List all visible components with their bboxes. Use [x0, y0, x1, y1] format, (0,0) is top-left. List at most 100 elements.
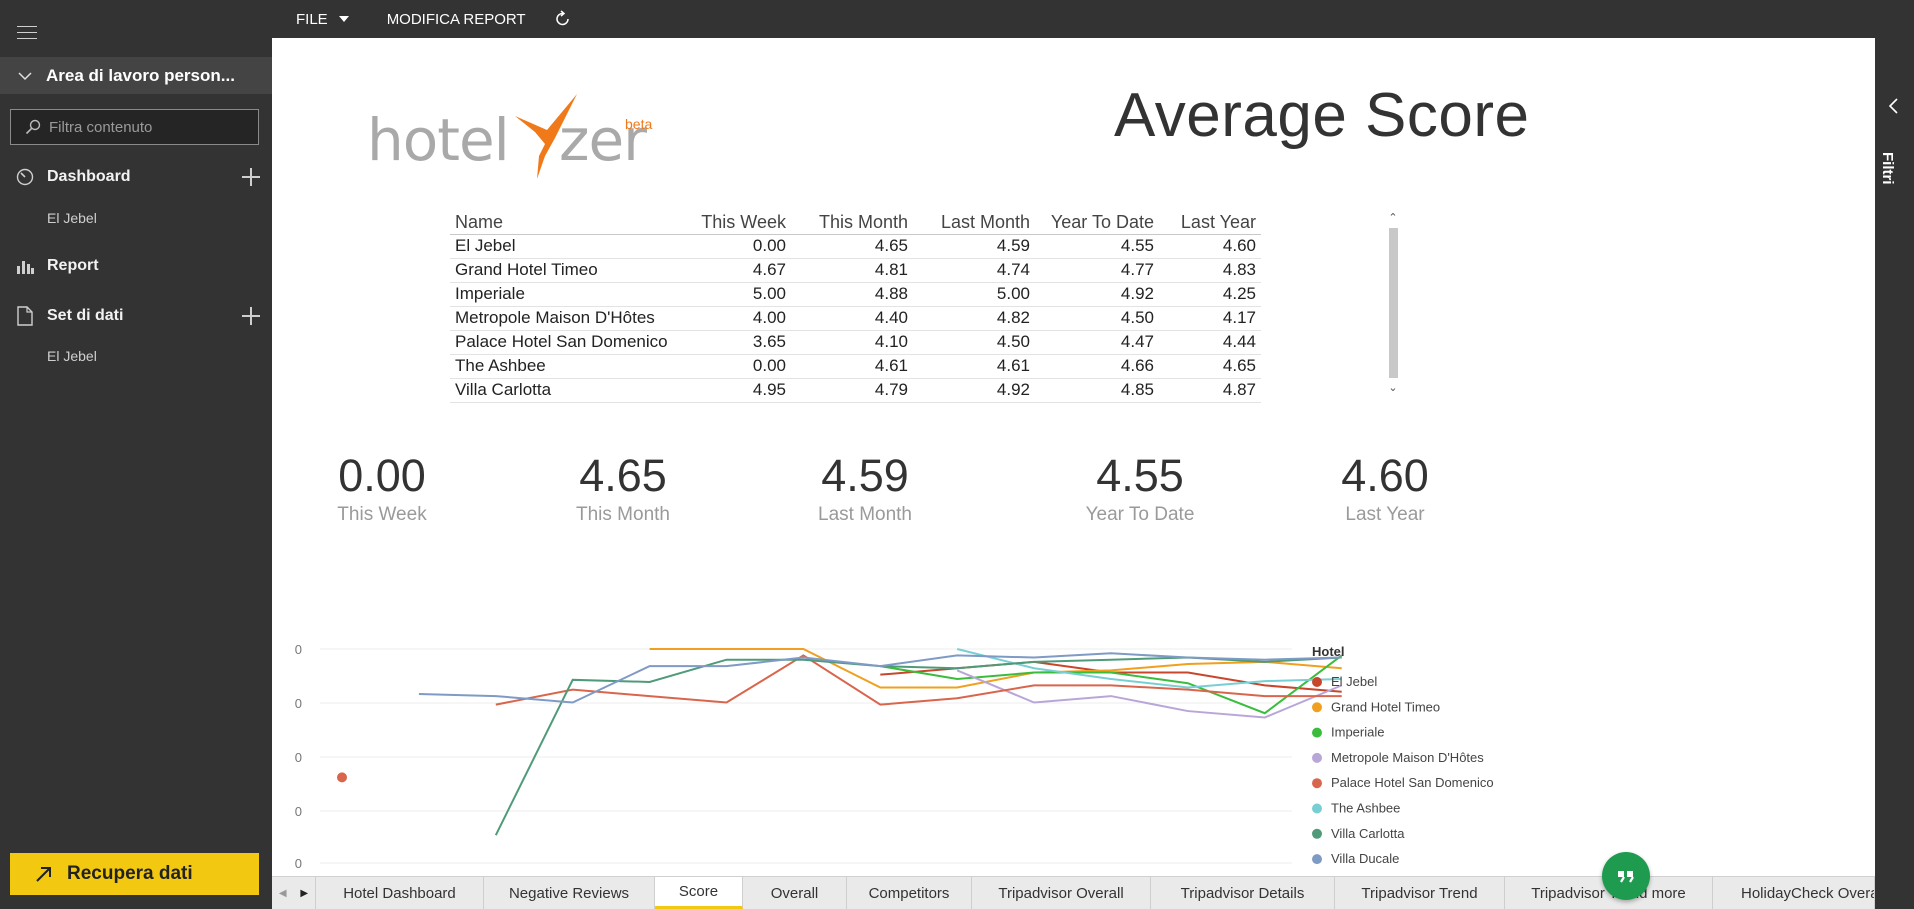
series-line-grand-hotel-timeo [649, 648, 1342, 689]
score-table: Name This Week This Month Last Month Yea… [450, 210, 1261, 403]
cell: 4.83 [1159, 258, 1261, 283]
series-line-villa-carlotta [494, 656, 1342, 836]
cell: 4.44 [1159, 330, 1261, 355]
legend-marker [1312, 854, 1322, 865]
chat-button[interactable] [1602, 852, 1650, 900]
table-row[interactable]: Metropole Maison D'Hôtes 4.00 4.40 4.82 4.50… [450, 306, 1261, 331]
table-row[interactable]: Imperiale 5.00 4.88 5.00 4.92 4.25 [450, 282, 1261, 307]
cell: 4.00 [685, 306, 791, 331]
logo-beta: beta [625, 116, 653, 132]
tab-score[interactable]: Score [655, 877, 743, 909]
toolbar: FILE MODIFICA REPORT [272, 0, 1914, 38]
table-row[interactable]: Villa Carlotta 4.95 4.79 4.92 4.85 4.87 [450, 378, 1261, 403]
hamburger-menu-icon[interactable] [17, 26, 37, 44]
cell: 4.25 [1159, 282, 1261, 307]
caret-down-icon [338, 16, 349, 22]
filters-label: Filtri [1879, 152, 1896, 185]
report-canvas: hotel zer beta Average Score Name This W… [272, 38, 1875, 883]
column-header[interactable]: Last Month [913, 210, 1035, 235]
table-row[interactable]: Palace Hotel San Domenico 3.65 4.10 4.50 4.4… [450, 330, 1261, 355]
get-data-button[interactable]: Recupera dati [10, 853, 259, 895]
table-scrollbar[interactable]: ⌃ ⌄ [1387, 210, 1399, 400]
legend-label: El Jebel [1331, 674, 1377, 689]
cell: 5.00 [913, 282, 1035, 307]
cell: Villa Carlotta [450, 378, 685, 403]
kpi-label: This Month [576, 504, 670, 525]
logo-text-hotel: hotel [367, 106, 510, 174]
tab-tripadvisor-overall[interactable]: Tripadvisor Overall [972, 877, 1151, 909]
arrow-up-right-icon [36, 867, 51, 882]
legend-marker [1312, 727, 1322, 738]
filter-input[interactable] [49, 118, 239, 136]
table-row[interactable]: The Ashbee 0.00 4.61 4.61 4.66 4.65 [450, 354, 1261, 379]
tab-tripadvisor-trend[interactable]: Tripadvisor Trend [1335, 877, 1505, 909]
tab-next-icon[interactable]: ▶ [300, 887, 309, 899]
cell: 4.77 [1035, 258, 1159, 283]
tab-tripadvisor-details[interactable]: Tripadvisor Details [1151, 877, 1335, 909]
table-row[interactable]: Grand Hotel Timeo 4.67 4.81 4.74 4.77 4.83 [450, 258, 1261, 283]
chevron-down-icon [18, 71, 32, 80]
kpi-card-year-to-date: 4.55 Year To Date [1030, 450, 1250, 526]
bar-chart-icon [14, 255, 36, 277]
column-header[interactable]: Year To Date [1035, 210, 1159, 235]
cell: 4.82 [913, 306, 1035, 331]
scroll-down-icon[interactable]: ⌄ [1388, 382, 1398, 394]
tab-holidaycheck-overall[interactable]: HolidayCheck Overall [1713, 877, 1875, 909]
cell: Imperiale [450, 282, 685, 307]
workspace-selector[interactable]: Area di lavoro person... [0, 57, 272, 94]
cell: 4.92 [913, 378, 1035, 403]
nav-section-dashboard[interactable]: Dashboard [0, 162, 272, 192]
cell: The Ashbee [450, 354, 685, 379]
column-header[interactable]: This Month [791, 210, 913, 235]
y-tick-label: 0 [295, 804, 302, 819]
legend-marker [1312, 702, 1322, 713]
kpi-card-this-month: 4.65 This Month [513, 450, 733, 526]
edit-report-button[interactable]: MODIFICA REPORT [386, 10, 526, 28]
tab-negative-reviews[interactable]: Negative Reviews [484, 877, 655, 909]
cell: 0.00 [685, 354, 791, 379]
series-line-the-ashbee [956, 648, 1342, 689]
file-menu-label: FILE [296, 10, 328, 28]
cell: 4.92 [1035, 282, 1159, 307]
workspace-label: Area di lavoro person... [46, 65, 235, 85]
kpi-value: 4.59 [821, 450, 909, 501]
kpi-value: 4.55 [1096, 450, 1184, 501]
column-header[interactable]: Last Year [1159, 210, 1261, 235]
legend-marker [1312, 778, 1322, 789]
refresh-icon[interactable] [554, 10, 572, 28]
series-line-palace-hotel-san-domenico [495, 654, 1342, 706]
column-header[interactable]: Name [450, 210, 685, 235]
nav-section-report[interactable]: Report [0, 251, 272, 281]
legend-label: Villa Ducale [1331, 851, 1399, 866]
table-row[interactable]: El Jebel 0.00 4.65 4.59 4.55 4.60 [450, 234, 1261, 259]
tab-overall[interactable]: Overall [743, 877, 847, 909]
cell: 4.87 [1159, 378, 1261, 403]
tab-hotel-dashboard[interactable]: Hotel Dashboard [316, 877, 484, 909]
y-tick-label: 0 [295, 856, 302, 871]
add-dataset-button[interactable] [242, 307, 260, 325]
add-dashboard-button[interactable] [242, 168, 260, 186]
dashboard-item[interactable]: El Jebel [47, 210, 97, 226]
cell: Grand Hotel Timeo [450, 258, 685, 283]
kpi-card-this-week: 0.00 This Week [272, 450, 492, 526]
filter-box[interactable] [10, 109, 259, 145]
data-point [337, 772, 347, 783]
cell: Metropole Maison D'Hôtes [450, 306, 685, 331]
kpi-card-last-month: 4.59 Last Month [755, 450, 975, 526]
nav-section-datasets[interactable]: Set di dati [0, 301, 272, 331]
tab-competitors[interactable]: Competitors [847, 877, 972, 909]
chevron-left-icon[interactable] [1888, 98, 1900, 114]
cell: 4.67 [685, 258, 791, 283]
filters-pane[interactable]: Filtri [1875, 38, 1914, 909]
cell: 4.65 [1159, 354, 1261, 379]
file-menu[interactable]: FILE [296, 11, 350, 28]
column-header[interactable]: This Week [685, 210, 791, 235]
dataset-item[interactable]: El Jebel [47, 348, 97, 364]
tab-prev-icon[interactable]: ◀ [278, 887, 287, 899]
cell: 4.61 [791, 354, 913, 379]
score-trend-chart[interactable]: 0000020022003200420052006200720082009201… [272, 583, 1875, 883]
scrollbar-thumb[interactable] [1389, 228, 1398, 378]
cell: 4.47 [1035, 330, 1159, 355]
scroll-up-icon[interactable]: ⌃ [1388, 212, 1398, 224]
cell: 4.61 [913, 354, 1035, 379]
